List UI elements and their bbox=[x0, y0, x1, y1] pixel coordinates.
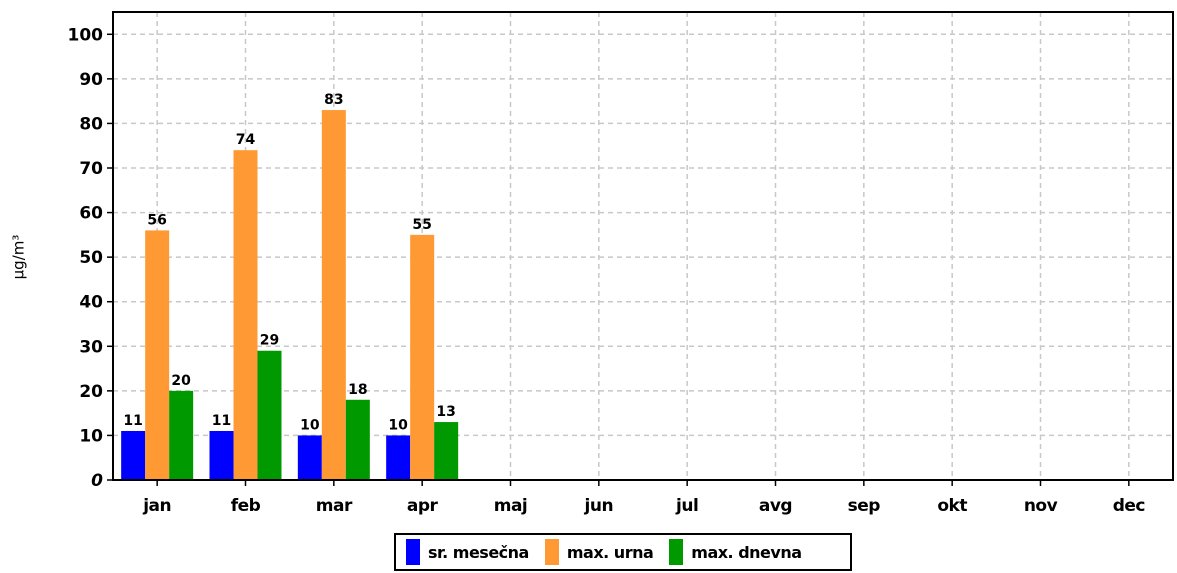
data-label: 20 bbox=[171, 373, 191, 389]
data-label: 29 bbox=[260, 333, 279, 349]
bar-0-apr bbox=[386, 435, 411, 480]
x-tick-label: maj bbox=[494, 496, 528, 516]
bar-2-jan bbox=[169, 390, 194, 480]
data-label: 83 bbox=[324, 92, 343, 108]
x-tick-label: feb bbox=[231, 496, 261, 516]
data-label: 18 bbox=[348, 382, 367, 398]
data-label: 56 bbox=[147, 212, 166, 228]
data-label: 10 bbox=[300, 417, 320, 433]
legend-swatch-green bbox=[669, 539, 684, 565]
legend-item-max-urna: max. urna bbox=[544, 539, 654, 565]
data-label: 74 bbox=[236, 132, 256, 148]
y-tick-label: 20 bbox=[79, 382, 103, 402]
y-tick-label: 50 bbox=[79, 248, 103, 268]
y-tick-label: 100 bbox=[68, 25, 104, 45]
data-label: 13 bbox=[436, 404, 455, 420]
bar-0-mar bbox=[297, 435, 322, 480]
x-tick-label: sep bbox=[848, 496, 881, 516]
legend-swatch-blue bbox=[406, 539, 420, 565]
bar-2-apr bbox=[434, 422, 459, 480]
y-tick-label: 70 bbox=[79, 159, 103, 179]
y-tick-label: 80 bbox=[79, 114, 103, 134]
legend: sr. mesečna max. urna max. dnevna bbox=[394, 533, 852, 571]
x-tick-label: dec bbox=[1113, 496, 1145, 516]
legend-swatch-orange bbox=[544, 539, 559, 565]
y-tick-label: 40 bbox=[79, 293, 103, 313]
data-label: 11 bbox=[123, 413, 142, 429]
y-axis-ticks: 0 10 20 30 40 50 60 70 80 90 100 bbox=[68, 25, 113, 491]
legend-item-max-dnevna: max. dnevna bbox=[669, 539, 802, 565]
y-tick-label: 0 bbox=[91, 471, 103, 491]
y-tick-label: 90 bbox=[79, 70, 103, 90]
x-tick-label: nov bbox=[1024, 496, 1058, 516]
x-tick-label: apr bbox=[407, 496, 439, 516]
bar-2-mar bbox=[345, 399, 370, 480]
bar-1-feb bbox=[233, 150, 258, 480]
x-tick-label: avg bbox=[759, 496, 792, 516]
legend-label: sr. mesečna bbox=[428, 542, 529, 562]
bar-1-apr bbox=[410, 234, 435, 480]
legend-item-sr-mesecna: sr. mesečna bbox=[406, 539, 529, 565]
bar-0-jan bbox=[121, 430, 146, 480]
bar-1-jan bbox=[145, 230, 170, 480]
legend-label: max. urna bbox=[566, 542, 654, 562]
x-axis-ticks: jan feb mar apr maj jun jul avg sep okt nov dec bbox=[142, 480, 1145, 516]
y-tick-label: 30 bbox=[79, 337, 103, 357]
y-tick-label: 60 bbox=[79, 204, 103, 224]
x-tick-label: mar bbox=[316, 496, 353, 516]
data-labels: 11 56 20 11 74 29 10 83 18 10 55 13 bbox=[123, 92, 455, 433]
data-label: 10 bbox=[388, 417, 408, 433]
y-tick-label: 10 bbox=[79, 426, 103, 446]
bar-2-feb bbox=[257, 350, 282, 480]
bar-1-mar bbox=[321, 110, 346, 481]
plot-frame bbox=[112, 11, 1174, 481]
data-label: 55 bbox=[412, 217, 431, 233]
x-tick-label: jul bbox=[675, 496, 698, 516]
data-label: 11 bbox=[212, 413, 231, 429]
y-axis-label: µg/m³ bbox=[9, 234, 28, 280]
x-tick-label: jun bbox=[584, 496, 614, 516]
legend-label: max. dnevna bbox=[691, 542, 802, 562]
x-tick-label: jan bbox=[142, 496, 171, 516]
bar-marks bbox=[121, 110, 459, 481]
bar-0-feb bbox=[209, 430, 234, 480]
x-tick-label: okt bbox=[937, 496, 967, 516]
